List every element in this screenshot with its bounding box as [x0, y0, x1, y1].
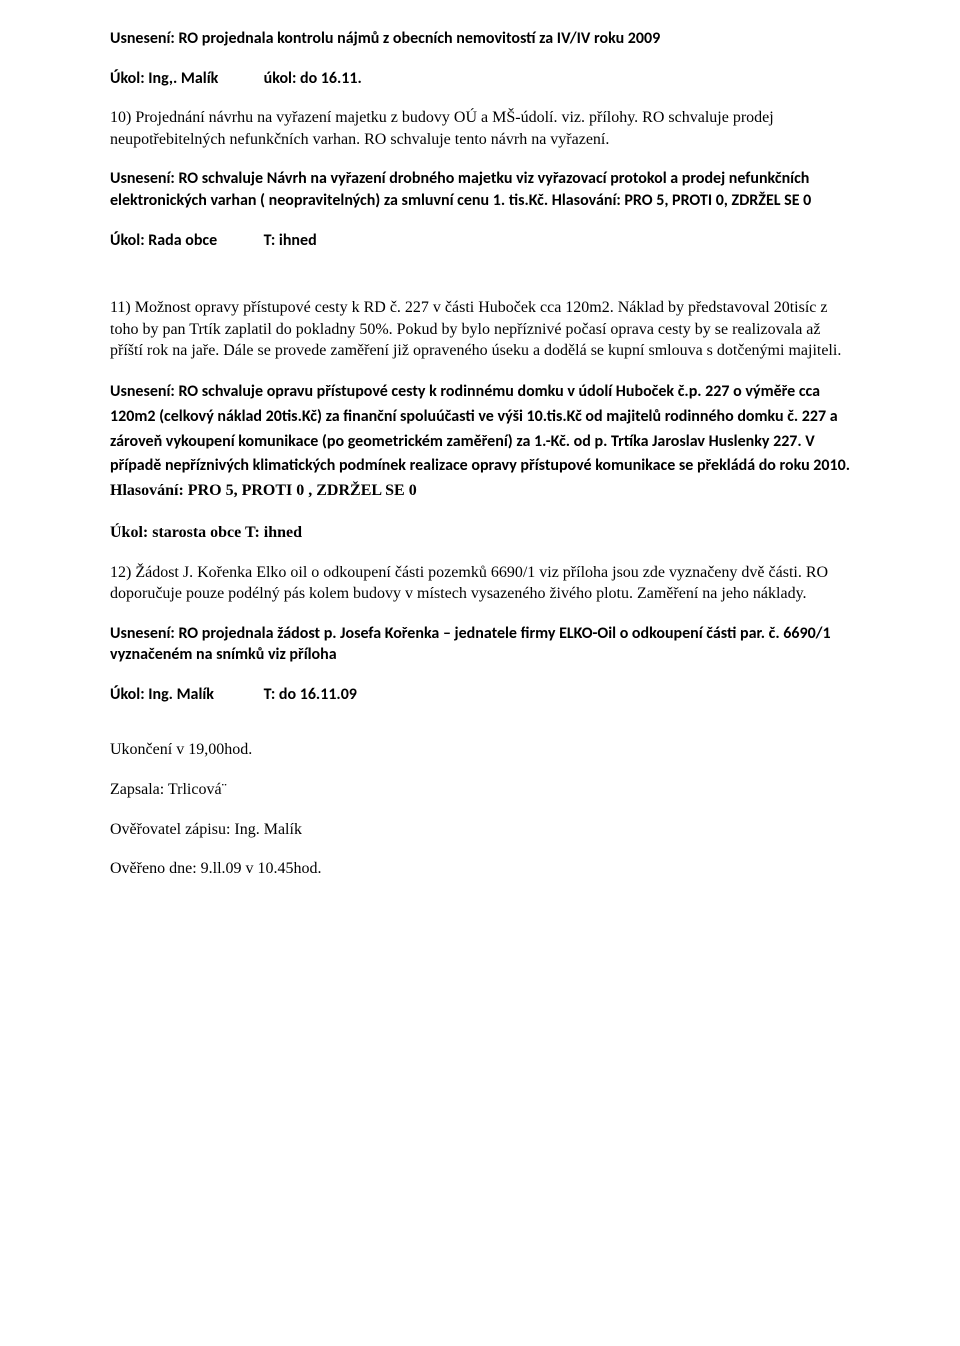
task-row-2-left: Úkol: Rada obce	[110, 230, 260, 252]
resolution-2-vote: Hlasování: PRO 5, PROTI 0, ZDRŽEL SE 0	[548, 191, 811, 210]
resolution-3: Usnesení: RO schvaluje opravu přístupové…	[110, 380, 850, 504]
task-row-1-right: úkol: do 16.11.	[264, 69, 362, 88]
resolution-1: Usnesení: RO projednala kontrolu nájmů z…	[110, 28, 850, 50]
verifier: Ověřovatel zápisu: Ing. Malík	[110, 819, 850, 841]
item-11-text: 11) Možnost opravy přístupové cesty k RD…	[110, 297, 850, 362]
task-row-1-left: Úkol: Ing,. Malík	[110, 68, 260, 90]
closing-time: Ukončení v 19,00hod.	[110, 739, 850, 761]
resolution-3-body: Usnesení: RO schvaluje opravu přístupové…	[110, 382, 850, 475]
verified-on: Ověřeno dne: 9.ll.09 v 10.45hod.	[110, 858, 850, 880]
task-row-2: Úkol: Rada obce T: ihned	[110, 230, 850, 252]
task-row-1: Úkol: Ing,. Malík úkol: do 16.11.	[110, 68, 850, 90]
item-10-text: 10) Projednání návrhu na vyřazení majetk…	[110, 107, 850, 150]
resolution-2: Usnesení: RO schvaluje Návrh na vyřazení…	[110, 168, 850, 211]
recorded-by: Zapsala: Trlicová¨	[110, 779, 850, 801]
task-row-4-right: T: do 16.11.09	[264, 685, 357, 704]
task-row-4-left: Úkol: Ing. Malík	[110, 684, 260, 706]
item-12-text: 12) Žádost J. Kořenka Elko oil o odkoupe…	[110, 562, 850, 605]
resolution-4: Usnesení: RO projednala žádost p. Josefa…	[110, 623, 850, 666]
task-row-2-right: T: ihned	[264, 231, 317, 250]
resolution-3-vote: Hlasování: PRO 5, PROTI 0 , ZDRŽEL SE 0	[110, 482, 417, 499]
task-row-4: Úkol: Ing. Malík T: do 16.11.09	[110, 684, 850, 706]
task-row-3: Úkol: starosta obce T: ihned	[110, 522, 850, 544]
